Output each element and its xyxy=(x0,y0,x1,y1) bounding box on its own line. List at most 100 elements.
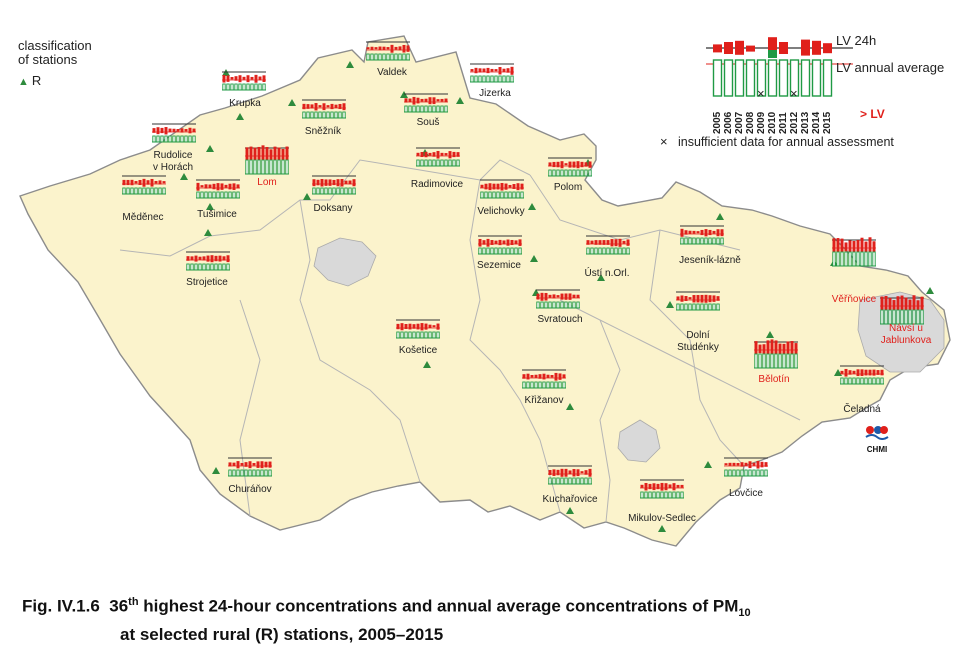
station-chart-jesenik-lazne xyxy=(680,225,724,245)
station-label-lom: Lom xyxy=(257,177,276,188)
station-chart-polom xyxy=(548,157,592,177)
station-label-celadna: Čeladná xyxy=(843,402,881,415)
station-label-churanov: Churáňov xyxy=(228,484,271,495)
station-label-rudolice-v-horach: Rudolice xyxy=(154,150,193,161)
station-chart-vernovice xyxy=(832,237,876,267)
station-marker-lovcice xyxy=(704,461,712,468)
insufficient-data-cross-icon: × xyxy=(660,134,668,149)
station-label-navsi-u-jablunkova: Návsí u xyxy=(889,323,923,334)
station-marker-usti-n-orl xyxy=(597,274,605,281)
station-marker-krizanov xyxy=(566,403,574,410)
station-chart-kucharovice xyxy=(548,465,592,485)
station-chart-svratouch xyxy=(536,289,580,309)
station-label-dolni-studenky: Dolní xyxy=(686,330,710,341)
key-year-label: 2010 xyxy=(767,111,778,134)
station-chart-sezemice xyxy=(478,235,522,255)
station-chart-radimovice xyxy=(416,147,460,167)
key-year-label: 2015 xyxy=(822,111,833,134)
caption-line2: at selected rural (R) stations, 2005–201… xyxy=(120,625,444,645)
key-lv24h-label: LV 24h xyxy=(836,33,876,48)
station-chart-jizerka xyxy=(470,63,514,83)
key-insufficient-label: insufficient data for annual assessment xyxy=(678,135,894,149)
station-marker-velichovky xyxy=(528,203,536,210)
station-marker-mikulov-sedlec xyxy=(658,525,666,532)
station-chart-belotin xyxy=(754,339,798,369)
station-label-jesenik-lazne: Jeseník-lázně xyxy=(679,255,741,266)
station-label-sneznik: Sněžník xyxy=(305,126,342,137)
figure-caption: Fig. IV.1.6 36th highest 24-hour concent… xyxy=(22,592,751,645)
station-marker-kucharovice xyxy=(566,507,574,514)
station-label-doksany: Doksany xyxy=(314,203,353,214)
station-label-tusimice: Tušimice xyxy=(197,209,237,220)
station-marker-tusimice xyxy=(206,203,214,210)
station-marker-jesenik-lazne xyxy=(716,213,724,220)
chmi-logo-icon xyxy=(865,426,889,440)
station-label-radimovice: Radimovice xyxy=(411,179,464,190)
station-marker-doksany xyxy=(303,193,311,200)
key-years: 2005 2006 2007 2008 2009 2010 2011 2012 2013 2014… xyxy=(712,111,833,134)
station-label-mikulov-sedlec: Mikulov-Sedlec xyxy=(628,513,696,524)
station-label-polom: Polom xyxy=(554,182,582,193)
brno-area xyxy=(617,419,661,463)
station-chart-usti-n-orl xyxy=(586,235,630,255)
station-label-valdek: Valdek xyxy=(377,67,408,78)
station-marker-rudolice-v-horach xyxy=(206,145,214,152)
prague-area xyxy=(313,237,377,287)
caption-sub: 10 xyxy=(738,607,751,620)
station-chart-krizanov xyxy=(522,369,566,389)
station-label-navsi-u-jablunkova: Jablunkova xyxy=(881,335,932,346)
chmi-logo-text: CHMI xyxy=(866,445,888,454)
station-label-sezemice: Sezemice xyxy=(477,260,521,271)
station-label-krizanov: Křižanov xyxy=(525,395,564,406)
station-chart-doksany xyxy=(312,175,356,195)
caption-sup: th xyxy=(128,596,139,608)
key-year-label: 2005 xyxy=(712,111,723,134)
legend-title-line1: classification xyxy=(18,38,92,53)
station-label-velichovky: Velichovky xyxy=(477,206,524,217)
station-label-belotin: Bělotín xyxy=(758,374,789,385)
legend-title: classification of stations xyxy=(18,39,92,67)
station-marker-jizerka xyxy=(456,97,464,104)
station-label-medenec: Měděnec xyxy=(122,212,163,223)
station-label-strojetice: Strojetice xyxy=(186,277,228,288)
station-chart-tusimice xyxy=(196,179,240,199)
station-marker-churanov xyxy=(212,467,220,474)
station-chart-velichovky xyxy=(480,179,524,199)
key-year-label: 2006 xyxy=(723,111,734,134)
station-marker-valdek xyxy=(346,61,354,68)
key-year-label: 2014 xyxy=(811,111,822,134)
chmi-logo: CHMI xyxy=(864,424,890,454)
key-year-label: 2012 xyxy=(789,111,800,134)
station-marker-sezemice xyxy=(530,255,538,262)
station-marker-medenec xyxy=(180,173,188,180)
caption-fig: Fig. IV.1.6 xyxy=(22,596,100,616)
station-chart-mikulov-sedlec xyxy=(640,479,684,499)
legend-title-line2: of stations xyxy=(18,52,78,67)
station-label-jizerka: Jizerka xyxy=(479,88,511,99)
station-chart-sneznik xyxy=(302,99,346,119)
map: Valdek Krupka Jizerka Sněžník Souš Rudolicev … xyxy=(19,33,951,547)
station-chart-celadna xyxy=(840,365,884,385)
station-label-krupka: Krupka xyxy=(229,98,261,109)
legend-r-label: R xyxy=(31,73,42,88)
station-chart-valdek xyxy=(366,41,410,61)
station-marker-sneznik xyxy=(288,99,296,106)
caption-num: 36 xyxy=(109,596,129,616)
key-year-label: 2008 xyxy=(745,111,756,134)
station-markers xyxy=(180,61,934,532)
station-chart-strojetice xyxy=(186,251,230,271)
station-chart-dolni-studenky xyxy=(676,291,720,311)
key-gt-lv-label: > LV xyxy=(860,107,885,121)
station-label-dolni-studenky: Studénky xyxy=(677,342,719,353)
station-marker-belotin xyxy=(766,331,774,338)
station-chart-kosetice xyxy=(396,319,440,339)
station-marker-kosetice xyxy=(423,361,431,368)
station-chart-churanov xyxy=(228,457,272,477)
station-marker-dolni-studenky xyxy=(666,301,674,308)
station-label-kosetice: Košetice xyxy=(399,345,438,356)
region-borders xyxy=(119,159,801,523)
station-chart-rudolice-v-horach xyxy=(152,123,196,143)
legend-key-chart: × × LV 24h LV annual average 2005 2006 2007… xyxy=(660,33,944,149)
insufficient-cross-icon: × xyxy=(790,86,798,101)
station-labels: Valdek Krupka Jizerka Sněžník Souš Rudolicev … xyxy=(122,67,931,524)
